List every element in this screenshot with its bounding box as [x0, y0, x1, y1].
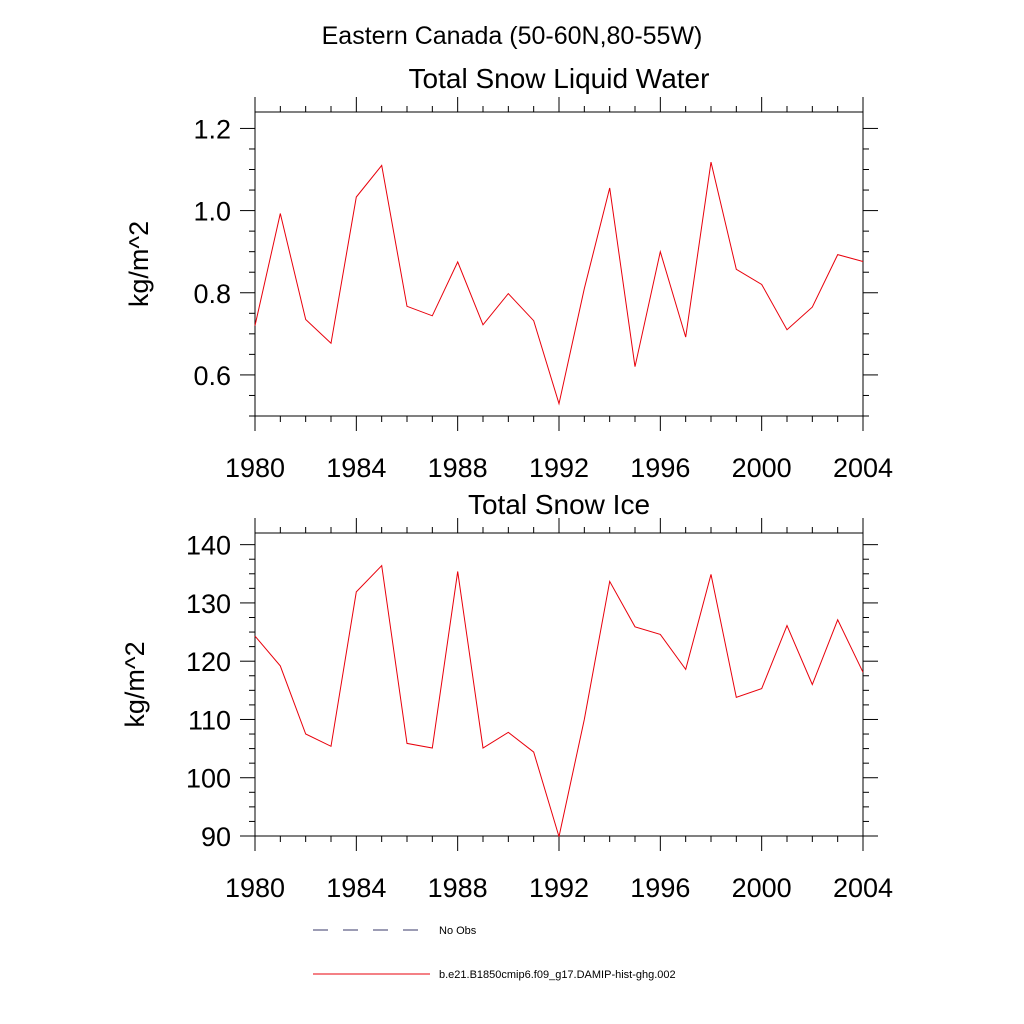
series-line — [254, 161, 864, 406]
y-tick-label: 0.8 — [193, 279, 231, 309]
x-tick-label: 1984 — [326, 873, 386, 903]
x-tick-label: 1988 — [428, 873, 488, 903]
y-tick-label: 120 — [186, 647, 231, 677]
panel-snow-liquid-water: Total Snow Liquid Water 1980 1984 1988 1992 1… — [124, 63, 893, 483]
figure-title: Eastern Canada (50-60N,80-55W) — [322, 22, 703, 50]
y-tick-label: 110 — [188, 705, 231, 735]
y-tick-label: 1.0 — [193, 197, 231, 227]
y-tick-label: 90 — [201, 822, 231, 852]
plot-frame — [254, 111, 864, 417]
x-tick-label: 2000 — [732, 453, 792, 483]
y-axis-label: kg/m^2 — [120, 641, 150, 727]
x-tick-label: 1992 — [529, 873, 589, 903]
x-tick-label: 2004 — [833, 453, 893, 483]
x-tick-label: 1996 — [630, 453, 690, 483]
x-tick-label: 1980 — [225, 453, 285, 483]
y-tick-label: 0.6 — [193, 361, 231, 391]
panel-title: Total Snow Liquid Water — [409, 63, 710, 94]
x-tick-label: 1980 — [225, 873, 285, 903]
panel-snow-ice: Total Snow Ice 1980 1984 1988 1992 1996 2000 20… — [120, 489, 893, 903]
y-axis-label: kg/m^2 — [124, 221, 154, 307]
y-tick-label: 100 — [186, 764, 231, 794]
series-line — [254, 564, 864, 837]
y-tick-label: 140 — [186, 531, 231, 561]
x-tick-label: 2000 — [732, 873, 792, 903]
y-tick-label: 1.2 — [193, 114, 231, 144]
x-tick-label: 1984 — [326, 453, 386, 483]
plot-frame — [254, 532, 864, 837]
x-tick-label: 2004 — [833, 873, 893, 903]
y-tick-label: 130 — [186, 589, 231, 619]
legend-model-label: b.e21.B1850cmip6.f09_g17.DAMIP-hist-ghg.… — [439, 969, 676, 981]
x-tick-label: 1988 — [428, 453, 488, 483]
legend-no-obs-label: No Obs — [439, 925, 477, 937]
x-tick-label: 1996 — [630, 873, 690, 903]
legend: No Obs b.e21.B1850cmip6.f09_g17.DAMIP-hi… — [313, 925, 676, 981]
x-tick-label: 1992 — [529, 453, 589, 483]
panel-title: Total Snow Ice — [468, 489, 650, 520]
